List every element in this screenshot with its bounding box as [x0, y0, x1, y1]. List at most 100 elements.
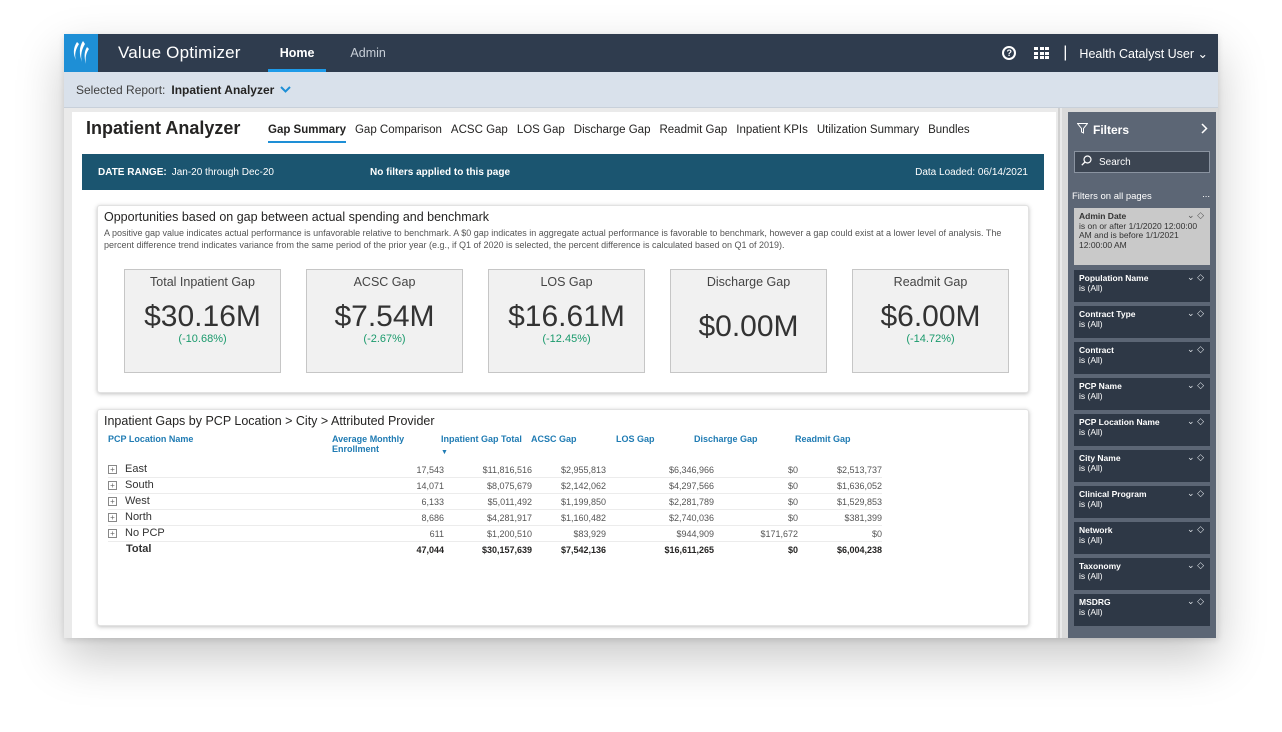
cell-readmit: $2,513,737 [836, 465, 882, 475]
apps-grid-icon[interactable] [1034, 47, 1050, 59]
cell-discharge: $0 [787, 465, 798, 475]
more-options-icon[interactable]: ... [1202, 189, 1210, 200]
table-row[interactable]: + West 6,133 $5,011,492 $1,199,850 $2,281… [108, 494, 882, 510]
filter-value: is (All) [1079, 318, 1103, 329]
filter-value: is (All) [1079, 570, 1103, 581]
filter-card-city-name[interactable]: City Name is (All) ⌄ ◇ [1074, 450, 1210, 482]
expand-icon[interactable]: + [108, 496, 117, 506]
help-icon[interactable]: ? [1002, 46, 1017, 60]
filter-card-controls[interactable]: ⌄ ◇ [1187, 596, 1204, 606]
filter-name: Contract [1079, 345, 1114, 355]
app-title[interactable]: Value Optimizer [118, 43, 241, 62]
cell-acsc: $1,199,850 [560, 497, 606, 507]
tab-utilization-summary[interactable]: Utilization Summary [816, 124, 920, 136]
selected-report-label: Selected Report: [76, 82, 166, 97]
filter-card-controls[interactable]: ⌄ ◇ [1187, 344, 1204, 354]
kpi-label: Discharge Gap [706, 275, 791, 289]
tab-gap-comparison[interactable]: Gap Comparison [354, 124, 442, 136]
filter-card-controls[interactable]: ⌄ ◇ [1187, 560, 1204, 570]
filter-card-controls[interactable]: ⌄ ◇ [1187, 210, 1204, 220]
filter-card-controls[interactable]: ⌄ ◇ [1187, 380, 1204, 390]
filter-card-controls[interactable]: ⌄ ◇ [1187, 488, 1204, 498]
tab-inpatient-kpis[interactable]: Inpatient KPIs [736, 124, 808, 136]
tab-discharge-gap[interactable]: Discharge Gap [573, 124, 651, 136]
cell-acsc: $7,542,136 [560, 545, 606, 555]
column-header-location[interactable]: PCP Location Name [108, 434, 194, 444]
column-header-acsc[interactable]: ACSC Gap [531, 434, 577, 444]
kpi-readmit-gap[interactable]: Readmit Gap $6.00M (-14.72%) [852, 269, 1009, 373]
selected-report-value[interactable]: Inpatient Analyzer [171, 82, 275, 97]
table-row[interactable]: + East 17,543 $11,816,516 $2,955,813 $6,3… [108, 462, 882, 478]
filter-card-admin-date[interactable]: Admin Date is on or after 1/1/2020 12:00… [1074, 208, 1210, 265]
filter-search-input[interactable]: Search [1074, 151, 1210, 173]
expand-icon[interactable]: + [108, 512, 117, 522]
filter-card-controls[interactable]: ⌄ ◇ [1187, 272, 1204, 282]
filters-panel: Filters Search Filters on all pages ... … [1068, 112, 1216, 638]
kpi-value: $7.54M [334, 300, 435, 333]
row-label: Total [126, 543, 152, 555]
kpi-discharge-gap[interactable]: Discharge Gap $0.00M [670, 269, 827, 373]
column-header-readmit[interactable]: Readmit Gap [795, 434, 851, 444]
opportunities-description: A positive gap value indicates actual pe… [104, 228, 1002, 250]
filters-section-header: Filters on all pages ... [1072, 189, 1212, 202]
sort-descending-icon[interactable]: ▼ [441, 449, 448, 456]
table-total-row: Total 47,044 $30,157,639 $7,542,136 $16,… [108, 542, 882, 558]
user-menu[interactable]: Health Catalyst User ⌄ [1079, 46, 1208, 61]
table-row[interactable]: + North 8,686 $4,281,917 $1,160,482 $2,74… [108, 510, 882, 526]
filter-card-population-name[interactable]: Population Name is (All) ⌄ ◇ [1074, 270, 1210, 302]
table-title: Inpatient Gaps by PCP Location > City > … [104, 414, 435, 428]
tab-bundles[interactable]: Bundles [928, 124, 970, 136]
cell-acsc: $1,160,482 [560, 513, 606, 523]
filter-card-controls[interactable]: ⌄ ◇ [1187, 416, 1204, 426]
column-header-enrollment[interactable]: Average Monthly Enrollment [332, 434, 405, 454]
chevron-right-icon[interactable] [1201, 123, 1208, 137]
filter-card-taxonomy[interactable]: Taxonomy is (All) ⌄ ◇ [1074, 558, 1210, 590]
tab-readmit-gap[interactable]: Readmit Gap [659, 124, 728, 136]
cell-acsc: $2,142,062 [560, 481, 606, 491]
table-row[interactable]: + South 14,071 $8,075,679 $2,142,062 $4,2… [108, 478, 882, 494]
chevron-down-icon[interactable] [280, 84, 292, 96]
nav-tab-home[interactable]: Home [267, 34, 327, 72]
filter-card-clinical-program[interactable]: Clinical Program is (All) ⌄ ◇ [1074, 486, 1210, 518]
kpi-los-gap[interactable]: LOS Gap $16.61M (-12.45%) [488, 269, 645, 373]
flame-logo-icon[interactable] [64, 34, 98, 72]
row-label: No PCP [125, 527, 165, 539]
column-header-gap-total[interactable]: Inpatient Gap Total [441, 434, 522, 444]
expand-icon[interactable]: + [108, 528, 117, 538]
filter-card-pcp-location-name[interactable]: PCP Location Name is (All) ⌄ ◇ [1074, 414, 1210, 446]
date-range-banner: DATE RANGE: Jan-20 through Dec-20 No fil… [82, 154, 1044, 190]
filter-card-pcp-name[interactable]: PCP Name is (All) ⌄ ◇ [1074, 378, 1210, 410]
filter-name: PCP Location Name [1079, 417, 1160, 427]
tab-acsc-gap[interactable]: ACSC Gap [450, 124, 508, 136]
cell-gap-total: $8,075,679 [486, 481, 532, 491]
filter-card-contract-type[interactable]: Contract Type is (All) ⌄ ◇ [1074, 306, 1210, 338]
filter-name: PCP Name [1079, 381, 1122, 391]
filters-header[interactable]: Filters [1076, 123, 1208, 137]
column-header-los[interactable]: LOS Gap [616, 434, 655, 444]
filter-card-network[interactable]: Network is (All) ⌄ ◇ [1074, 522, 1210, 554]
kpi-value: $6.00M [880, 300, 981, 333]
filter-card-controls[interactable]: ⌄ ◇ [1187, 524, 1204, 534]
expand-icon[interactable]: + [108, 480, 117, 490]
filter-card-contract[interactable]: Contract is (All) ⌄ ◇ [1074, 342, 1210, 374]
filter-card-msdrg[interactable]: MSDRG is (All) ⌄ ◇ [1074, 594, 1210, 626]
nav-tab-admin[interactable]: Admin [350, 46, 386, 60]
filters-title: Filters [1093, 123, 1130, 137]
tab-gap-summary[interactable]: Gap Summary [268, 124, 346, 143]
tab-los-gap[interactable]: LOS Gap [516, 124, 565, 136]
page-title: Inpatient Analyzer [86, 118, 241, 138]
data-loaded: Data Loaded: 06/14/2021 [915, 166, 1028, 178]
cell-los: $944,909 [676, 529, 714, 539]
table-row[interactable]: + No PCP 611 $1,200,510 $83,929 $944,909 … [108, 526, 882, 542]
filter-card-controls[interactable]: ⌄ ◇ [1187, 452, 1204, 462]
kpi-total-inpatient-gap[interactable]: Total Inpatient Gap $30.16M (-10.68%) [124, 269, 281, 373]
filter-card-controls[interactable]: ⌄ ◇ [1187, 308, 1204, 318]
column-header-discharge[interactable]: Discharge Gap [694, 434, 758, 444]
kpi-acsc-gap[interactable]: ACSC Gap $7.54M (-2.67%) [306, 269, 463, 373]
filter-value: is (All) [1079, 426, 1103, 437]
kpi-percent-change: (-2.67%) [363, 333, 406, 345]
cell-enrollment: 8,686 [421, 513, 444, 523]
gaps-table-card: Inpatient Gaps by PCP Location > City > … [97, 409, 1029, 626]
filters-section-title: Filters on all pages [1072, 191, 1152, 202]
expand-icon[interactable]: + [108, 464, 117, 474]
